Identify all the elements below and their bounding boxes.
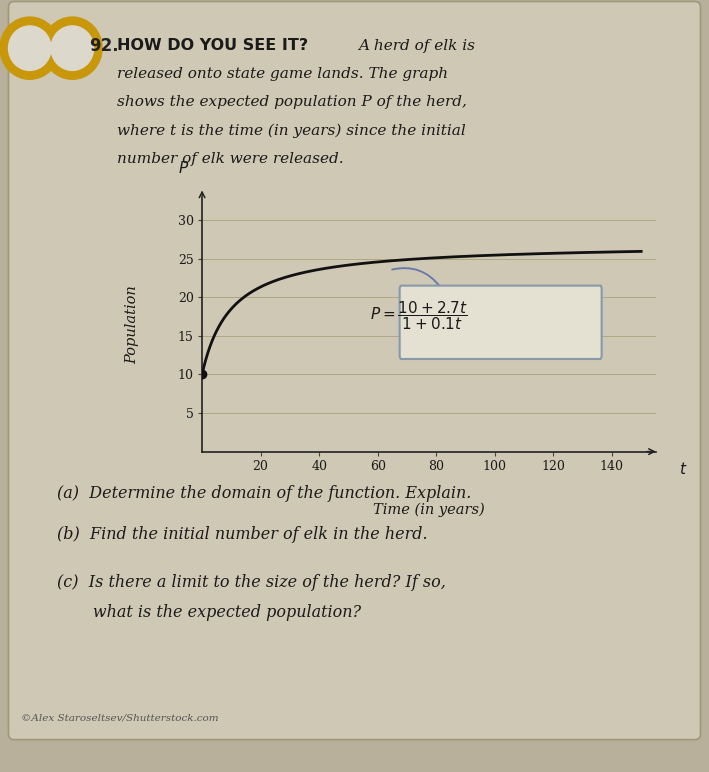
- Text: where t is the time (in years) since the initial: where t is the time (in years) since the…: [117, 124, 466, 137]
- FancyBboxPatch shape: [400, 286, 602, 359]
- Text: $t$: $t$: [679, 462, 687, 477]
- Text: $P = \dfrac{10 + 2.7t}{1 + 0.1t}$: $P = \dfrac{10 + 2.7t}{1 + 0.1t}$: [370, 299, 467, 331]
- Text: released onto state game lands. The graph: released onto state game lands. The grap…: [117, 67, 448, 81]
- Text: what is the expected population?: what is the expected population?: [57, 604, 361, 621]
- Text: $P$: $P$: [179, 161, 189, 177]
- Text: 92.: 92.: [89, 37, 118, 55]
- Text: Population: Population: [125, 285, 139, 364]
- Circle shape: [9, 26, 51, 70]
- Text: ©Alex Staroseltsev/Shutterstock.com: ©Alex Staroseltsev/Shutterstock.com: [21, 713, 219, 723]
- Circle shape: [0, 17, 60, 80]
- Text: Time (in years): Time (in years): [373, 503, 485, 517]
- Circle shape: [43, 17, 102, 80]
- Text: number of elk were released.: number of elk were released.: [117, 151, 344, 166]
- Text: shows the expected population P of the herd,: shows the expected population P of the h…: [117, 95, 467, 110]
- FancyBboxPatch shape: [9, 2, 700, 740]
- Text: (a)  Determine the domain of the function. Explain.: (a) Determine the domain of the function…: [57, 486, 471, 503]
- Text: (c)  Is there a limit to the size of the herd? If so,: (c) Is there a limit to the size of the …: [57, 574, 445, 591]
- Text: HOW DO YOU SEE IT?: HOW DO YOU SEE IT?: [117, 39, 308, 53]
- Text: (b)  Find the initial number of elk in the herd.: (b) Find the initial number of elk in th…: [57, 527, 428, 543]
- Circle shape: [51, 26, 94, 70]
- Text: A herd of elk is: A herd of elk is: [358, 39, 475, 53]
